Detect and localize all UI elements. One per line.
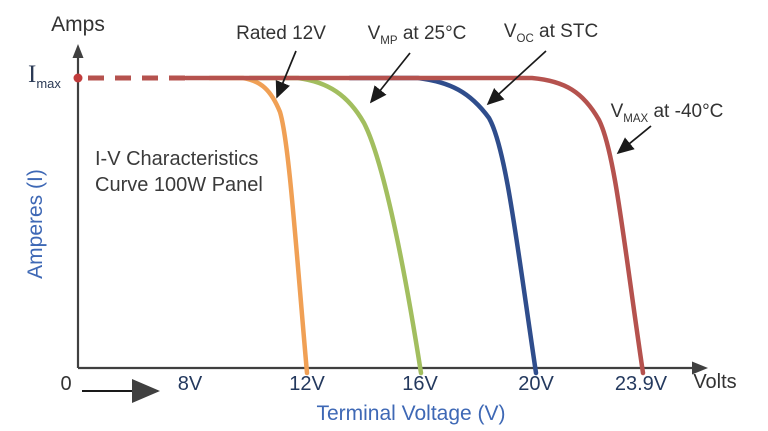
origin-zero-label: 0 [60,373,72,395]
x-tick-23-9v: 23.9V [614,373,668,395]
imax-symbol: I [28,61,37,88]
annotation-vmax: VMAX at -40°C [610,101,724,125]
vmax-arrow-icon [616,125,652,155]
annotation-vmp: VMP at 25°C [367,23,467,47]
imax-subscript: max [36,76,61,91]
vmp-arrow-icon [369,52,411,104]
curve-vmax-minus40c [183,75,646,376]
annotation-voc: VOC at STC [503,21,599,45]
curve-rated-12v [207,75,310,376]
x-axis-title: Terminal Voltage (V) [316,402,506,425]
annotation-rated-12v: Rated 12V [236,23,326,44]
imax-label: Imax [28,61,61,91]
chart-title: I-V Characteristics Curve 100W Panel [95,146,263,198]
x-axis-unit-label: Volts [693,371,737,393]
chart-title-line2: Curve 100W Panel [95,174,263,196]
x-tick-16v: 16V [402,373,438,395]
chart-title-line1: I-V Characteristics [95,148,259,170]
rated-12v-arrow-icon [275,50,297,99]
x-tick-20v: 20V [518,373,554,395]
curve-vmp-25c [247,75,424,376]
x-tick-8v: 8V [177,373,203,395]
y-axis-unit-label: Amps [51,13,105,36]
curve-voc-stc [347,75,539,376]
voc-arrow-icon [486,50,547,106]
x-axis-arrowhead-icon [692,361,708,375]
y-axis-title: Amperes (I) [24,169,47,279]
imax-dot [73,73,83,83]
x-tick-12v: 12V [289,373,325,395]
y-axis-arrowhead-icon [72,44,84,58]
